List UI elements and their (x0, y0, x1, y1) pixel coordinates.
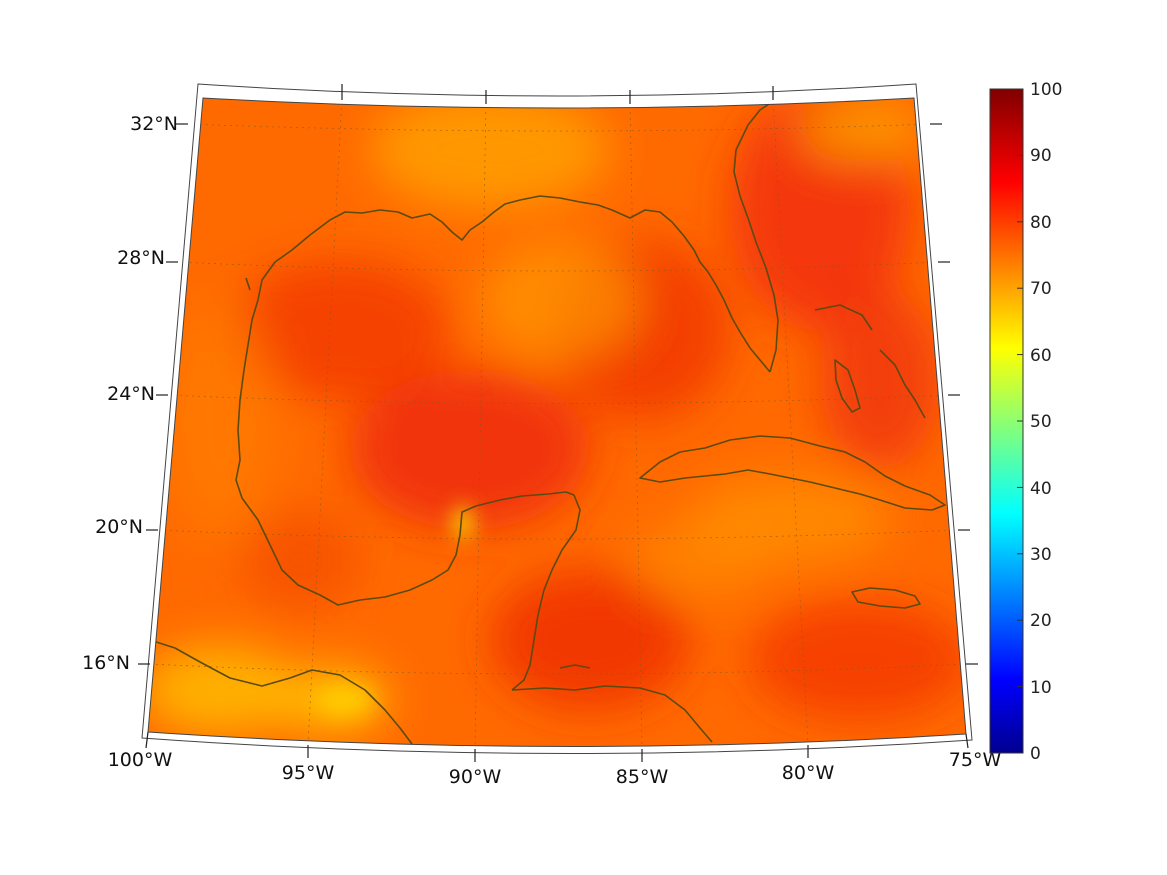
yucatan-east-coast (511, 494, 581, 691)
colorbar-label-0: 0 (1030, 744, 1041, 764)
meridian-80W (772, 98, 809, 746)
colorbar-label-50: 50 (1030, 412, 1052, 432)
mexico-gulf-coast (235, 299, 575, 606)
lon-label-85W: 85°W (616, 766, 669, 788)
colorbar-label-100: 100 (1030, 80, 1062, 100)
cool-region (160, 300, 280, 540)
cool-region (370, 98, 610, 210)
warm-region (820, 290, 940, 470)
colorbar-label-60: 60 (1030, 346, 1052, 366)
colorbar: 100 90 80 70 60 50 40 30 20 10 0 (989, 80, 1062, 764)
colorbar-label-90: 90 (1030, 146, 1052, 166)
meridian-95W (307, 98, 343, 746)
tamaulipas-lagoon (245, 277, 251, 291)
field-anomalies (148, 98, 966, 735)
lon-label-90W: 90°W (449, 766, 502, 788)
map-frame (147, 97, 967, 748)
meridian-90W (474, 99, 487, 747)
lat-label-16N: 16°N (82, 652, 130, 674)
warm-region (750, 600, 966, 720)
graticule (149, 98, 966, 747)
warm-region (240, 510, 360, 610)
lat-label-28N: 28°N (117, 247, 165, 269)
yellow-spot (453, 505, 473, 541)
cool-region (630, 520, 770, 600)
us-gulf-coast (257, 195, 771, 373)
lat-label-20N: 20°N (95, 516, 143, 538)
cool-region (800, 100, 920, 160)
colorbar-ticks (1017, 154, 1023, 688)
colorbar-label-40: 40 (1030, 479, 1052, 499)
bahamas-chain-2 (879, 349, 926, 419)
honduras-islands (559, 664, 591, 669)
colorbar-label-30: 30 (1030, 545, 1052, 565)
florida-east-coast (733, 99, 779, 373)
bahamas-andros (834, 359, 861, 413)
bahamas-chain (814, 304, 873, 331)
parallel-20N (157, 529, 959, 540)
lon-label-75W: 75°W (949, 749, 1002, 771)
coastlines (149, 99, 946, 745)
parallel-28N (177, 261, 939, 272)
lon-label-80W: 80°W (782, 762, 835, 784)
lon-label-95W: 95°W (282, 762, 335, 784)
lon-label-100W: 100°W (108, 749, 173, 771)
parallel-24N (167, 394, 949, 404)
lat-label-24N: 24°N (107, 383, 155, 405)
warm-region (350, 370, 590, 530)
cuba-coast (639, 435, 946, 511)
cool-region (148, 645, 300, 735)
mexico-pacific-coast (149, 639, 413, 745)
colorbar-label-10: 10 (1030, 678, 1052, 698)
map-frame-outer (141, 83, 973, 755)
meridian-85W (629, 99, 643, 747)
yellow-spot (315, 684, 375, 716)
lat-label-32N: 32°N (130, 113, 178, 135)
jamaica-coast (851, 587, 921, 609)
warm-region (230, 260, 450, 400)
parallel-16N (149, 663, 966, 675)
colorbar-label-70: 70 (1030, 279, 1052, 299)
frame-ticks (138, 84, 978, 762)
heat-field (148, 98, 966, 747)
colorbar-label-20: 20 (1030, 611, 1052, 631)
colorbar-label-80: 80 (1030, 213, 1052, 233)
parallel-32N (187, 123, 931, 132)
central-america-north-coast (511, 685, 713, 743)
cool-region (480, 240, 640, 360)
